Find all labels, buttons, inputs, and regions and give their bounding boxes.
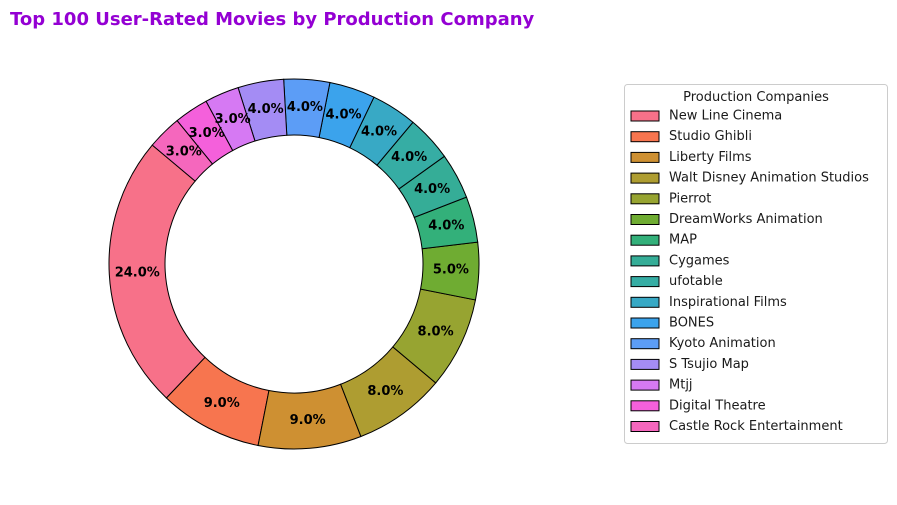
slice-label: 3.0% [166, 145, 202, 160]
legend-swatch [630, 296, 660, 308]
legend: Production Companies New Line Cinema Stud… [624, 84, 888, 444]
slice-label: 4.0% [391, 150, 427, 165]
legend-items: New Line Cinema Studio Ghibli Liberty Film… [630, 109, 869, 434]
slice-label: 8.0% [367, 384, 403, 399]
legend-label: Walt Disney Animation Studios [669, 171, 869, 186]
legend-label: Pierrot [669, 191, 711, 206]
legend-label: Castle Rock Entertainment [669, 419, 843, 434]
legend-swatch [630, 358, 660, 370]
legend-swatch [630, 172, 660, 184]
slice-label: 4.0% [326, 108, 362, 123]
legend-swatch [630, 421, 660, 432]
legend-label: New Line Cinema [669, 109, 782, 124]
legend-label: Inspirational Films [669, 295, 787, 310]
legend-label: Digital Theatre [669, 398, 766, 413]
legend-title: Production Companies [683, 90, 829, 105]
legend-swatch [630, 400, 660, 412]
slice-labels: 24.0%9.0%9.0%8.0%8.0%5.0%4.0%4.0%4.0%4.0… [115, 100, 469, 428]
legend-label: Liberty Films [669, 150, 752, 165]
slice-label: 3.0% [215, 112, 251, 127]
slice-label: 4.0% [414, 182, 450, 197]
slice-label: 24.0% [115, 265, 160, 280]
slice-label: 4.0% [287, 100, 323, 115]
legend-swatch [630, 214, 660, 225]
slice-castle-rock-entertainment [151, 119, 214, 182]
legend-label: Studio Ghibli [669, 129, 752, 144]
legend-swatch [630, 276, 660, 288]
legend-swatch [630, 379, 660, 391]
legend-swatch [630, 338, 660, 350]
legend-label: BONES [669, 316, 714, 331]
legend-label: ufotable [669, 274, 723, 289]
slice-label: 9.0% [290, 413, 326, 428]
slice-label: 4.0% [248, 102, 284, 117]
slice-label: 3.0% [189, 126, 225, 141]
slice-label: 5.0% [433, 263, 469, 278]
legend-label: Cygames [669, 253, 730, 268]
legend-label: S Tsujio Map [669, 357, 749, 372]
legend-label: MAP [669, 233, 697, 248]
legend-swatch [630, 255, 660, 267]
legend-swatch [630, 110, 660, 122]
slice-label: 8.0% [418, 324, 454, 339]
legend-frame [624, 84, 888, 444]
legend-label: Mtjj [669, 378, 693, 393]
slice-label: 4.0% [428, 219, 464, 234]
legend-label: Kyoto Animation [669, 336, 776, 351]
legend-swatch [630, 317, 660, 329]
chart-title: Top 100 User-Rated Movies by Production … [10, 9, 535, 30]
donut-slices [108, 78, 480, 450]
legend-swatch [630, 151, 660, 163]
legend-label: DreamWorks Animation [669, 212, 823, 227]
legend-swatch [630, 193, 660, 205]
legend-swatch [630, 131, 660, 143]
slice-label: 4.0% [361, 125, 397, 140]
legend-swatch [630, 234, 660, 246]
slice-label: 9.0% [204, 396, 240, 411]
